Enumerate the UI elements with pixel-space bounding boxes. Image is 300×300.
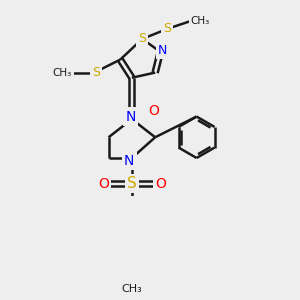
Text: S: S [138, 32, 146, 45]
Text: CH₃: CH₃ [191, 16, 210, 26]
Text: O: O [98, 177, 109, 191]
Text: N: N [158, 44, 167, 57]
Text: O: O [148, 104, 159, 118]
Text: S: S [92, 66, 100, 79]
Text: N: N [124, 154, 134, 168]
Text: CH₃: CH₃ [122, 284, 142, 294]
Text: CH₃: CH₃ [52, 68, 72, 78]
Text: S: S [127, 176, 137, 191]
Text: N: N [125, 110, 136, 124]
Text: S: S [163, 22, 171, 35]
Text: O: O [155, 177, 166, 191]
